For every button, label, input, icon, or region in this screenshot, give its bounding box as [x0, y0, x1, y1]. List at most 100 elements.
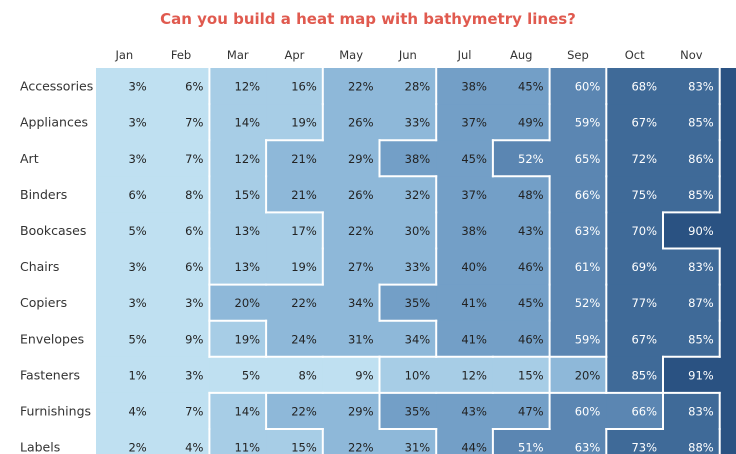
heatmap-cell: [719, 284, 736, 322]
heatmap-cell: [492, 212, 551, 249]
cell-value-label: 3%: [128, 296, 146, 310]
heatmap-cell: [606, 248, 664, 286]
heatmap-cell: [322, 284, 380, 322]
cell-value-label: 12%: [235, 80, 261, 94]
heatmap-cell: [379, 429, 437, 454]
cell-value-label: 7%: [185, 404, 203, 418]
heatmap-cell: [152, 429, 210, 454]
cell-value-label: 9%: [185, 332, 203, 346]
cell-value-label: 46%: [518, 332, 544, 346]
heatmap-cell: [96, 429, 154, 454]
heatmap-cell: [266, 140, 324, 177]
cell-value-label: 15%: [235, 188, 261, 202]
heatmap-cell: [436, 392, 494, 430]
cell-value-label: 8%: [185, 188, 203, 202]
cell-value-label: 83%: [688, 404, 714, 418]
heatmap-cell: [96, 68, 154, 105]
heatmap-cell: [436, 248, 494, 286]
month-header: May: [339, 48, 363, 62]
cell-value-label: 87%: [688, 296, 714, 310]
heatmap-cell: [492, 429, 551, 454]
cell-value-label: 83%: [688, 260, 714, 274]
row-label: Binders: [20, 187, 67, 202]
heatmap-cell: [549, 320, 607, 358]
heatmap-cell: [436, 356, 494, 394]
cell-value-label: 21%: [291, 188, 317, 202]
cell-value-label: 11%: [235, 441, 261, 454]
heatmap-cell: [152, 212, 210, 249]
cell-value-label: 44%: [461, 441, 487, 454]
cell-value-label: 90%: [688, 224, 714, 238]
cell-value-label: 67%: [631, 332, 657, 346]
heatmap-cell: [436, 176, 494, 213]
cell-value-label: 3%: [128, 260, 146, 274]
heatmap-cell: [549, 248, 607, 286]
heatmap-cell: [436, 212, 494, 249]
heatmap-cell: [266, 104, 324, 141]
cell-value-label: 38%: [461, 80, 487, 94]
row-label: Art: [20, 151, 39, 166]
heatmap-cell: [209, 212, 267, 249]
heatmap-cell: [96, 320, 154, 358]
cell-value-label: 41%: [461, 296, 487, 310]
heatmap-cell: [209, 284, 267, 322]
cell-value-label: 65%: [575, 152, 601, 166]
cell-value-label: 26%: [348, 116, 374, 130]
heatmap-cell: [606, 104, 664, 141]
cell-value-label: 8%: [299, 368, 317, 382]
heatmap-cell: [549, 392, 607, 430]
cell-value-label: 19%: [291, 260, 317, 274]
heatmap-cell: [152, 104, 210, 141]
month-header: Aug: [510, 48, 532, 62]
heatmap-cell: [379, 356, 437, 394]
cell-value-label: 24%: [291, 332, 317, 346]
heatmap-cell: [436, 68, 494, 105]
heatmap-cell: [266, 176, 324, 213]
heatmap-cell: [379, 320, 437, 358]
heatmap-cell: [152, 176, 210, 213]
cell-value-label: 3%: [128, 152, 146, 166]
heatmap-cell: [379, 104, 437, 141]
chart-title: Can you build a heat map with bathymetry…: [160, 10, 576, 28]
cell-value-label: 33%: [405, 260, 431, 274]
heatmap-cell: [549, 212, 607, 249]
cell-value-label: 3%: [128, 80, 146, 94]
heatmap-cell: [322, 140, 380, 177]
cell-value-label: 19%: [291, 116, 317, 130]
heatmap-cell: [266, 356, 324, 394]
heatmap-cell: [379, 212, 437, 249]
cell-value-label: 22%: [348, 80, 374, 94]
cell-value-label: 68%: [631, 80, 657, 94]
heatmap-cell: [719, 176, 736, 213]
cell-value-label: 77%: [631, 296, 657, 310]
cell-value-label: 41%: [461, 332, 487, 346]
month-header: Mar: [227, 48, 249, 62]
cell-value-label: 59%: [575, 116, 601, 130]
cell-value-label: 22%: [348, 224, 374, 238]
cell-value-label: 29%: [348, 152, 374, 166]
heatmap-cell: [152, 284, 210, 322]
row-label: Envelopes: [20, 331, 84, 346]
heatmap-cell: [209, 140, 267, 177]
cell-value-label: 5%: [128, 332, 146, 346]
heatmap-cell: [663, 248, 721, 286]
cell-value-label: 67%: [631, 116, 657, 130]
heatmap-cell: [379, 392, 437, 430]
cell-value-label: 75%: [631, 188, 657, 202]
heatmap-cell: [209, 104, 267, 141]
month-header: Jul: [457, 48, 472, 62]
heatmap-cell: [209, 320, 267, 358]
cell-value-label: 37%: [461, 188, 487, 202]
heatmap-cell: [606, 68, 664, 105]
cell-value-label: 7%: [185, 152, 203, 166]
cell-value-label: 85%: [688, 116, 714, 130]
cell-value-label: 33%: [405, 116, 431, 130]
heatmap-cell: [379, 248, 437, 286]
heatmap-cell: [606, 284, 664, 322]
cell-value-label: 66%: [631, 404, 657, 418]
cell-value-label: 61%: [575, 260, 601, 274]
row-label: Fasteners: [20, 367, 80, 382]
cell-value-label: 38%: [461, 224, 487, 238]
heatmap-cell: [96, 248, 154, 286]
